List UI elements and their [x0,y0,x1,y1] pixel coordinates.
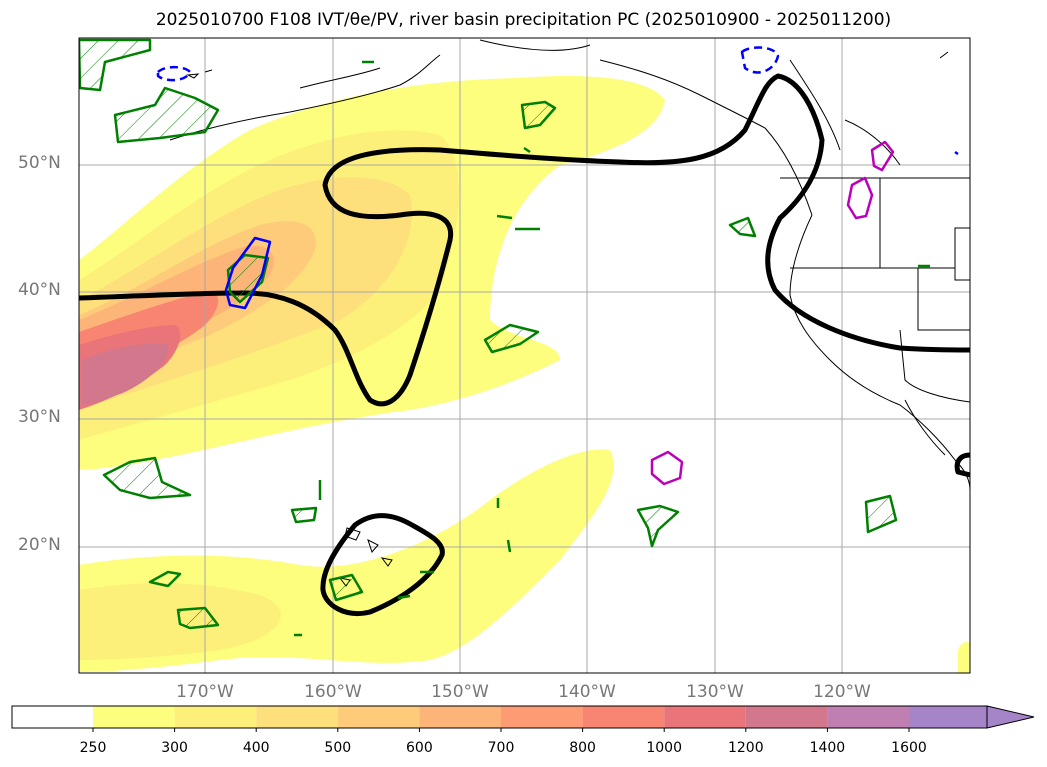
precip-region-4 [483,323,540,354]
colorbar-swatch [419,706,501,728]
precip-line-6 [506,539,512,553]
ivt-region-core-5 [82,343,169,405]
ivt-shading [79,76,970,673]
colorbar-level-label: 400 [242,740,270,756]
lon-label-130w: 130°W [686,682,744,702]
precip-region-2 [113,86,220,144]
precip-line-3 [523,146,531,154]
colorbar-swatch [337,706,420,728]
lon-label-170w: 170°W [176,682,234,702]
pv-contour-east [954,452,970,478]
colorbar-level-label: 800 [569,740,596,756]
lat-label-20n: 20°N [18,535,61,555]
precip-line-1 [496,214,513,220]
colorbar-level-label: 250 [79,740,107,756]
colorbar-swatch [664,706,746,728]
precip-region-1 [79,38,152,92]
lon-label-140w: 140°W [558,682,616,702]
lon-label-150w: 150°W [431,682,489,702]
pv-contours [79,73,970,616]
colorbar-swatch [93,706,175,728]
colorbar-swatch [256,706,338,728]
colorbar-level-label: 1600 [891,740,927,756]
precip-region-6 [102,456,192,500]
precip-region-8 [148,570,182,588]
theta-e-warm-1 [224,236,272,310]
colorbar-swatch [174,706,257,728]
colorbar-swatch [501,706,583,728]
theta-e-cold-1 [650,450,684,486]
colorbar-level-label: 600 [406,740,433,756]
theta-e-cold-2 [846,176,874,220]
graticule [79,38,970,673]
precip-region-11 [636,504,680,548]
pv-contour-hawaii [320,513,445,616]
precip-region-5 [520,100,557,130]
lat-label-40n: 40°N [18,280,61,300]
pv-contour-main [79,73,970,407]
precip-contours [79,38,930,637]
theta-e-warm-dashed-2 [740,46,780,74]
colorbar-swatch [745,706,828,728]
precip-region-13 [864,494,898,534]
precip-region-7 [290,506,318,524]
colorbar-level-label: 700 [487,740,515,756]
lon-label-120w: 120°W [813,682,871,702]
colorbar-swatch [909,706,991,728]
precip-region-9 [176,606,220,630]
theta-e-cold-3 [870,140,895,172]
colorbar-swatch [582,706,665,728]
lat-label-50n: 50°N [18,153,61,173]
map-title: 2025010700 F108 IVT/θe/PV, river basin p… [155,10,892,30]
colorbar [12,706,991,732]
colorbar-level-label: 1000 [646,740,682,756]
lat-label-30n: 30°N [18,407,61,427]
colorbar-level-label: 300 [161,740,188,756]
ivt-region-east-corner [958,641,970,673]
theta-e-warm-2 [954,150,959,156]
colorbar-extend-arrow [986,705,1035,729]
lon-label-160w: 160°W [304,682,362,702]
colorbar-level-label: 1200 [727,740,764,756]
precip-region-3 [226,253,270,304]
theta-e-contours [156,46,959,486]
colorbar-level-label: 500 [324,740,352,756]
colorbar-swatch [12,706,93,728]
precip-region-10 [328,573,364,602]
colorbar-swatch [827,706,909,728]
precip-region-12 [728,216,757,238]
colorbar-level-label: 1400 [809,740,846,756]
colorbar-frame [11,705,988,729]
map-frame [78,37,971,674]
precip-line-8 [397,594,411,600]
